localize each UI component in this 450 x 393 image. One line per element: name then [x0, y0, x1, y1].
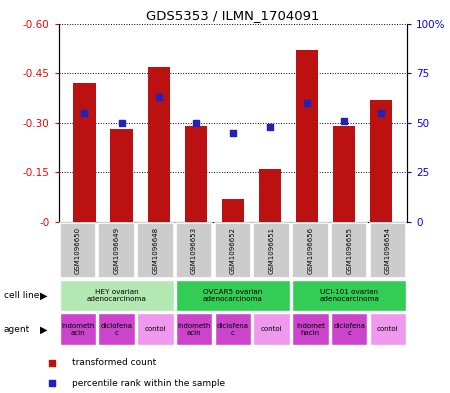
Bar [137, 314, 174, 345]
Text: diclofena
c: diclofena c [333, 323, 365, 336]
Bar [296, 50, 318, 222]
Bar [292, 280, 406, 311]
Point [341, 118, 348, 124]
Text: HEY ovarian
adenocarcinoma: HEY ovarian adenocarcinoma [87, 289, 147, 302]
Bar [60, 222, 96, 279]
Bar [184, 126, 207, 222]
Bar [110, 129, 133, 222]
Bar [222, 199, 244, 222]
Text: GSM1096650: GSM1096650 [75, 227, 81, 274]
Bar [215, 222, 251, 279]
Text: ▶: ▶ [40, 324, 48, 334]
Text: GSM1096652: GSM1096652 [230, 227, 236, 274]
Bar [292, 222, 328, 279]
Bar [73, 83, 95, 222]
Bar [370, 100, 392, 222]
Point [374, 93, 382, 99]
Bar [60, 280, 174, 311]
Point [192, 119, 199, 126]
Title: GDS5353 / ILMN_1704091: GDS5353 / ILMN_1704091 [146, 9, 320, 22]
Bar [137, 222, 174, 279]
Bar [369, 222, 406, 279]
Bar [259, 169, 281, 222]
Bar [176, 314, 212, 345]
Text: GSM1096654: GSM1096654 [385, 227, 391, 274]
Point [81, 110, 88, 116]
Bar [253, 314, 290, 345]
Text: GSM1096655: GSM1096655 [346, 227, 352, 274]
Bar [215, 314, 251, 345]
Point [303, 100, 310, 106]
Text: transformed count: transformed count [72, 358, 156, 367]
Text: contol: contol [377, 326, 399, 332]
Text: GSM1096649: GSM1096649 [113, 227, 120, 274]
Point [378, 110, 385, 116]
Text: agent: agent [4, 325, 30, 334]
Bar [253, 222, 290, 279]
Point [374, 282, 382, 288]
Text: GSM1096651: GSM1096651 [269, 227, 274, 274]
Bar [333, 126, 356, 222]
Text: percentile rank within the sample: percentile rank within the sample [72, 379, 225, 388]
Point [118, 119, 125, 126]
Point [155, 94, 162, 100]
Point [229, 130, 237, 136]
Point [266, 124, 274, 130]
Bar [369, 314, 406, 345]
Text: GSM1096656: GSM1096656 [307, 227, 313, 274]
Text: GSM1096648: GSM1096648 [153, 227, 158, 274]
Bar [99, 314, 135, 345]
Text: cell line: cell line [4, 291, 39, 300]
Bar [60, 314, 96, 345]
Text: diclofena
c: diclofena c [101, 323, 133, 336]
Bar [292, 314, 328, 345]
Bar [331, 314, 367, 345]
Text: contol: contol [144, 326, 166, 332]
Text: UCI-101 ovarian
adenocarcinoma: UCI-101 ovarian adenocarcinoma [319, 289, 379, 302]
Bar [176, 280, 290, 311]
Text: indomet
hacin: indomet hacin [296, 323, 325, 336]
Text: contol: contol [261, 326, 283, 332]
Bar [148, 66, 170, 222]
Bar [176, 222, 212, 279]
Text: indometh
acin: indometh acin [61, 323, 94, 336]
Bar [331, 222, 367, 279]
Text: diclofena
c: diclofena c [217, 323, 249, 336]
Text: OVCAR5 ovarian
adenocarcinoma: OVCAR5 ovarian adenocarcinoma [203, 289, 263, 302]
Text: indometh
acin: indometh acin [177, 323, 211, 336]
Text: GSM1096653: GSM1096653 [191, 227, 197, 274]
Text: ▶: ▶ [40, 290, 48, 301]
Bar [99, 222, 135, 279]
